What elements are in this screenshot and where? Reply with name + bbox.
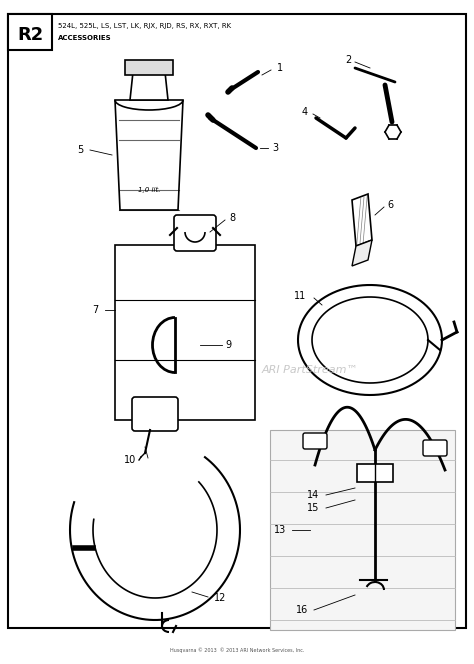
Bar (8, 14, 52, 50)
Text: 1: 1 (277, 63, 283, 73)
Text: 16: 16 (296, 605, 308, 615)
FancyBboxPatch shape (174, 215, 216, 251)
Text: 12: 12 (214, 593, 226, 603)
Text: 8: 8 (229, 213, 235, 223)
Text: 15: 15 (307, 503, 319, 513)
FancyBboxPatch shape (423, 440, 447, 456)
Text: ACCESSORIES: ACCESSORIES (58, 35, 111, 41)
Polygon shape (130, 72, 168, 100)
Text: 9: 9 (225, 340, 231, 350)
Text: 11: 11 (294, 291, 306, 301)
FancyBboxPatch shape (303, 433, 327, 449)
Text: 3: 3 (272, 143, 278, 153)
Text: 1,0 lit.: 1,0 lit. (138, 187, 160, 193)
Text: 10: 10 (124, 455, 136, 465)
Polygon shape (115, 100, 183, 210)
Text: ARI PartStream™: ARI PartStream™ (262, 365, 358, 375)
Text: 7: 7 (92, 305, 98, 315)
Text: R2: R2 (17, 26, 43, 44)
Text: Husqvarna © 2013  © 2013 ARI Network Services, Inc.: Husqvarna © 2013 © 2013 ARI Network Serv… (170, 647, 304, 653)
FancyBboxPatch shape (132, 397, 178, 431)
Bar (125, 60, 173, 75)
Bar (115, 245, 255, 420)
Text: 6: 6 (387, 200, 393, 210)
Text: 4: 4 (302, 107, 308, 117)
Text: 5: 5 (77, 145, 83, 155)
Bar (270, 430, 455, 630)
Bar (357, 464, 393, 482)
Text: 524L, 525L, LS, LST, LK, RJX, RJD, RS, RX, RXT, RK: 524L, 525L, LS, LST, LK, RJX, RJD, RS, R… (58, 23, 231, 29)
Polygon shape (352, 194, 372, 246)
Text: 13: 13 (274, 525, 286, 535)
Text: 2: 2 (345, 55, 351, 65)
Polygon shape (352, 240, 372, 266)
Text: 14: 14 (307, 490, 319, 500)
